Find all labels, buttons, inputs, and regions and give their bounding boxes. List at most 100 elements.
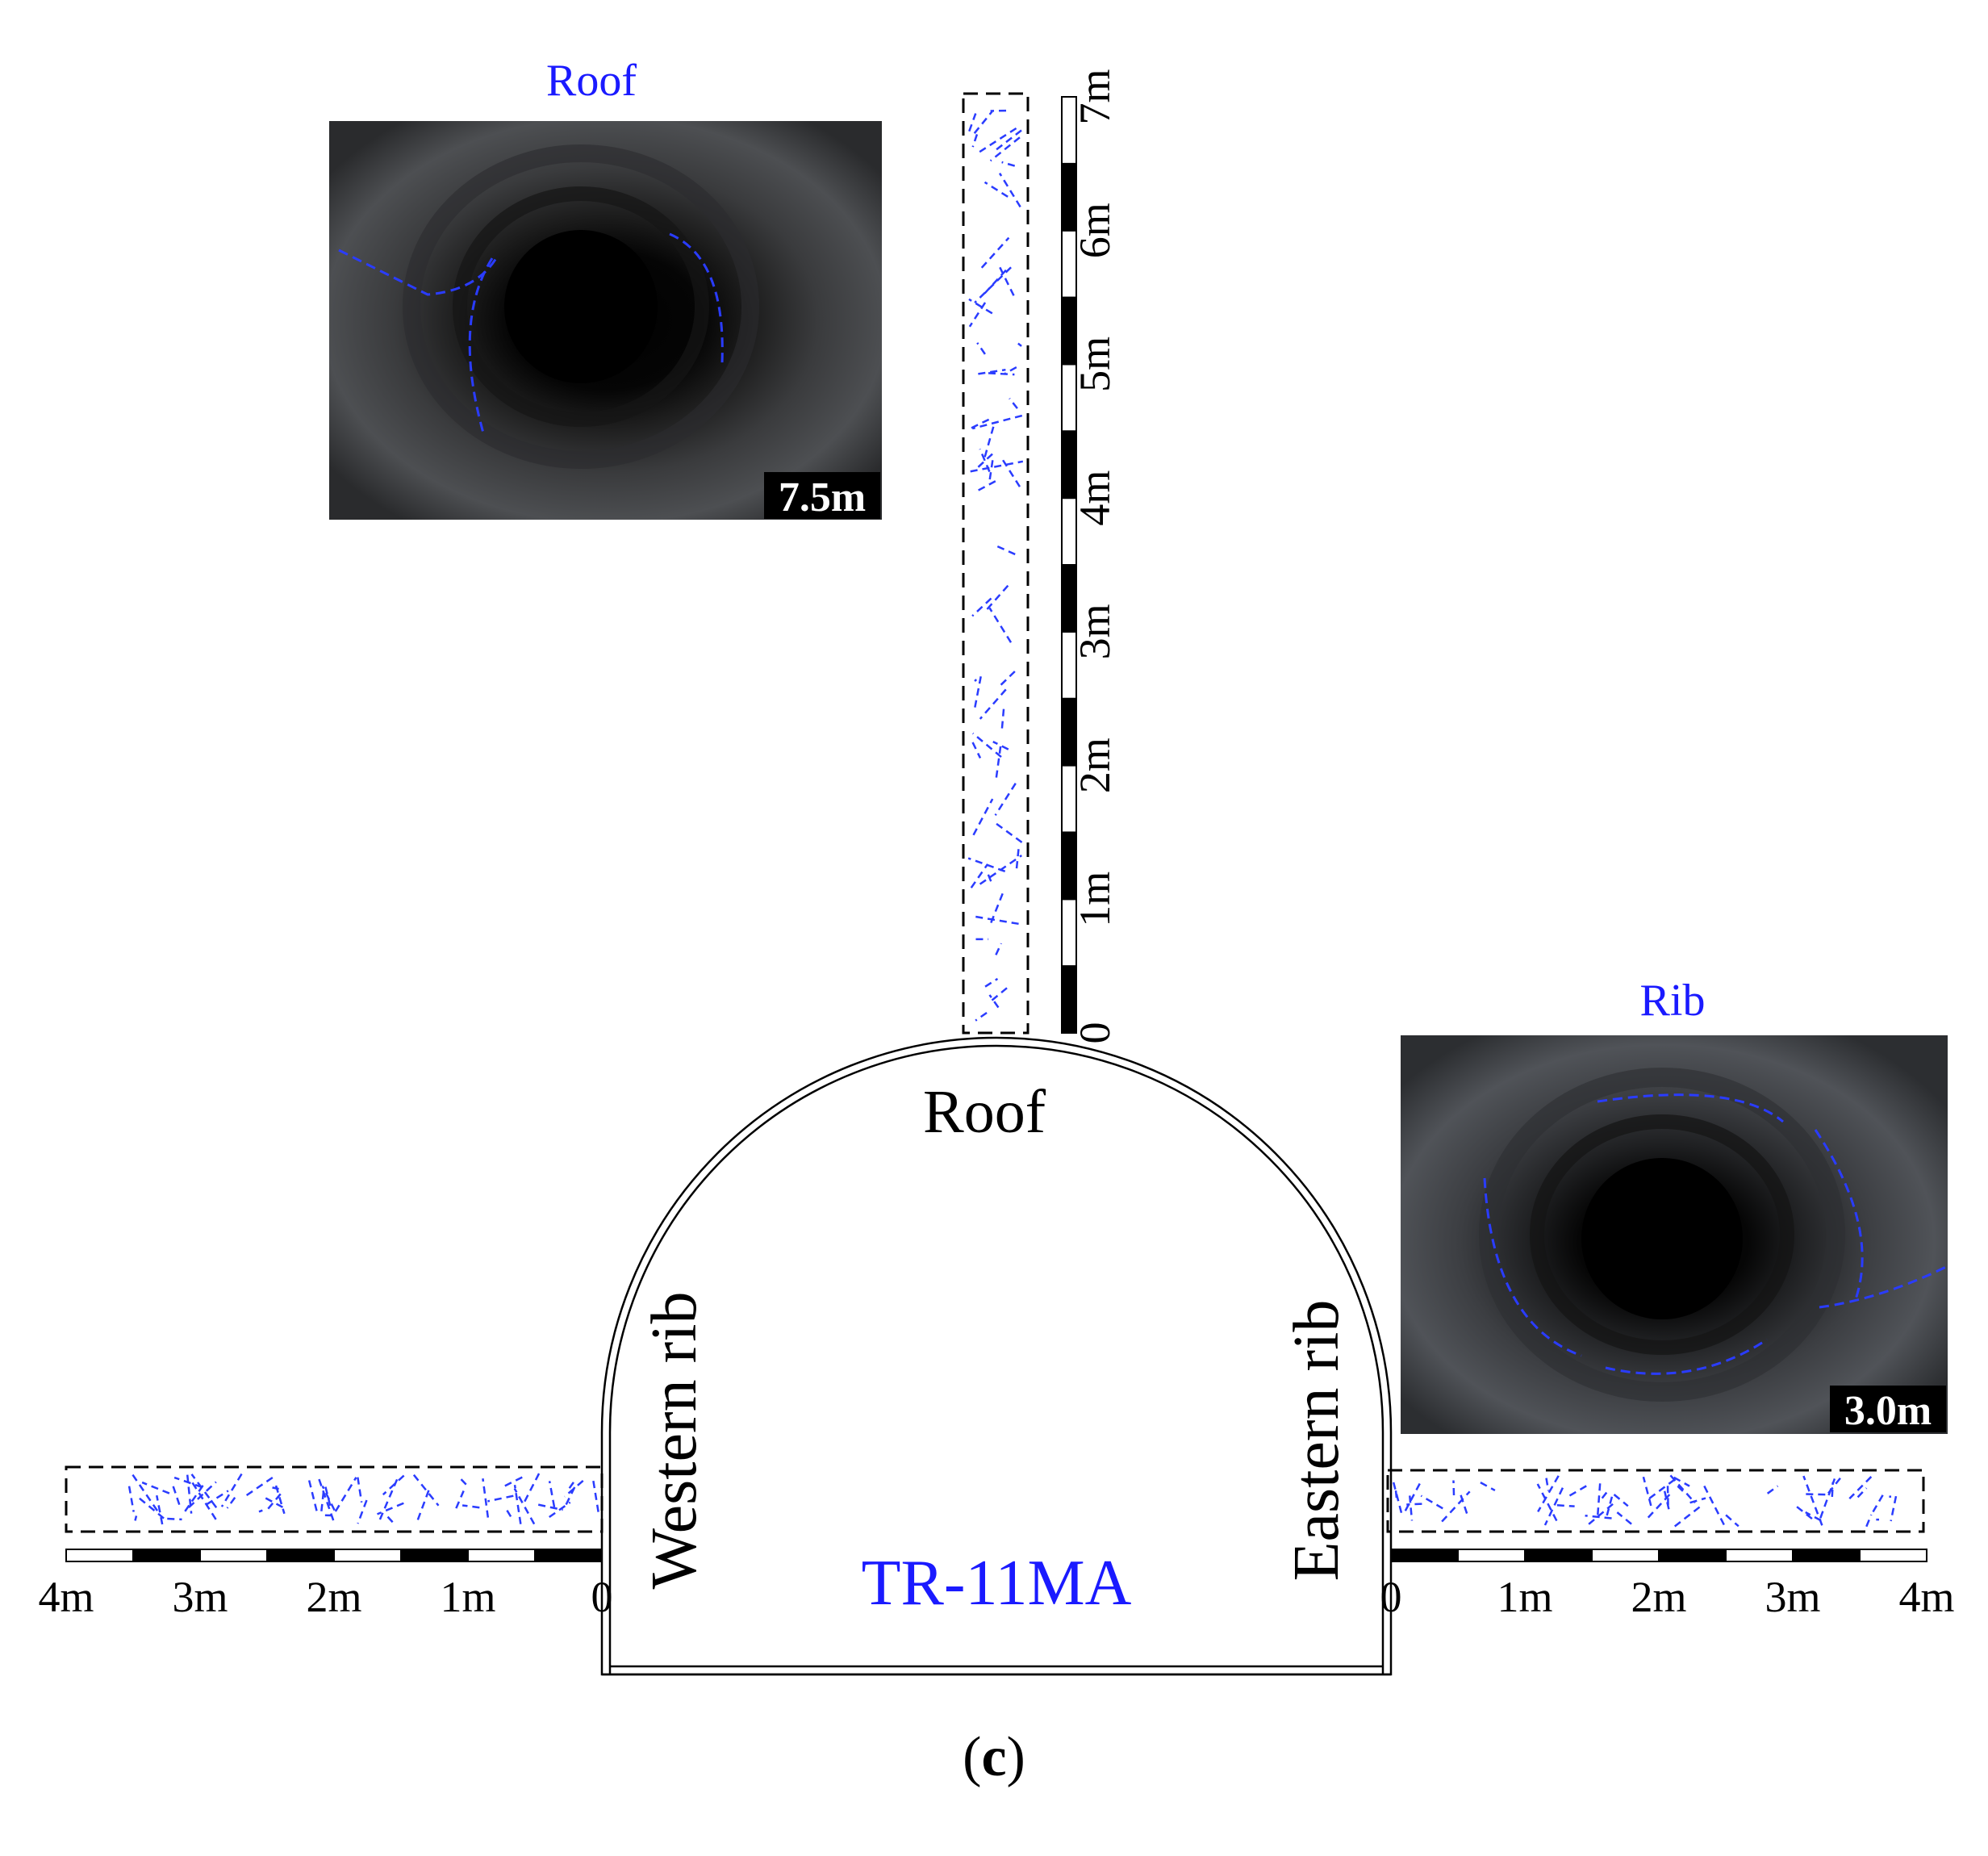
roof-crack-trace [979,448,991,473]
western-scale-tick-label: 4m [38,1573,94,1621]
eastern-crack-trace [1673,1482,1684,1492]
western-crack-trace [504,1507,512,1518]
eastern-scale-tick-label: 0 [1380,1573,1402,1621]
roof-crack-trace [982,426,995,462]
roof-crack-trace [981,269,1007,297]
eastern-crack-trace [1642,1476,1652,1507]
western-crack-trace [537,1503,563,1511]
roof-crack-trace [968,302,987,328]
western-crack-trace [307,1480,319,1515]
western-crack-trace [416,1486,432,1520]
eastern-scale-tick-label: 1m [1497,1573,1552,1621]
western-crack-trace [190,1474,218,1509]
roof-crack-trace [994,129,1022,152]
roof-scale-tick-label: 3m [1071,604,1119,659]
western-crack-trace [334,1477,357,1512]
western-scale-tick-label: 2m [306,1573,361,1621]
roof-photo-title: Roof [546,56,637,106]
eastern-crack-trace [1805,1511,1822,1522]
roof-crack-trace [978,127,1017,154]
rib-depth-badge-bg [1830,1386,1946,1432]
eastern-crack-trace [1663,1490,1670,1510]
eastern-crack-trace [1689,1497,1706,1504]
tunnel-cross-section: Roof TR-11MA Western rib Eastern rib [600,1036,1393,1676]
western-crack-trace [384,1513,394,1524]
eastern-crack-trace [1865,1514,1873,1528]
western-crack-trace [563,1479,584,1498]
eastern-crack-trace [1404,1482,1421,1511]
western-crack-trace [132,1474,161,1515]
roof-depth-badge: 7.5m [779,474,866,520]
roof-scale-tick-label: 4m [1071,470,1119,526]
roof-crack-trace [968,113,977,132]
roof-crack-trace [970,460,1024,473]
eastern-crack-trace [1831,1482,1834,1497]
roof-crack-trace [1015,849,1020,872]
western-crack-trace [318,1478,335,1521]
roof-crack-trace [972,798,994,836]
western-crack-trace [455,1490,465,1509]
roof-crack-trace [1001,161,1016,167]
western-scale-segment [534,1549,603,1562]
roof-crack-trace [988,994,1000,1009]
western-crack-trace [487,1494,514,1503]
eastern-crack-trace [1480,1482,1496,1492]
eastern-crack-trace [1545,1478,1550,1491]
eastern-crack-trace [1406,1503,1422,1506]
western-crack-trace [245,1476,274,1497]
eastern-scale-tick-label: 3m [1765,1573,1820,1621]
western-scale-segment [199,1549,268,1562]
roof-crack-trace [1017,342,1022,347]
roof-crack-trace [974,679,978,682]
eastern-crack-trace [1725,1514,1740,1528]
roof-crack-trace [987,874,994,887]
eastern-crack-trace [1872,1494,1884,1513]
roof-crack-trace [984,977,999,988]
roof-crack-trace [988,372,1015,376]
western-crack-trace [267,1492,282,1510]
eastern-scale-segment [1792,1549,1861,1562]
western-crack-trace [549,1501,571,1519]
roof-crack-trace [986,581,1012,610]
roof-crack-trace [988,460,994,482]
western-crack-trace [357,1477,363,1503]
western-crack-trace [171,1483,181,1506]
eastern-scale-segment [1524,1549,1593,1562]
eastern-crack-trace [1460,1494,1468,1514]
rib-depth-badge: 3.0m [1844,1388,1932,1434]
western-crack-trace [377,1502,404,1515]
eastern-crack-trace [1600,1491,1608,1501]
roof-crack-trace [995,746,1002,781]
roof-scale-segment [1061,96,1077,165]
eastern-crack-trace [1616,1511,1632,1525]
roof-crack-trace [978,368,1006,375]
western-crack-trace [127,1486,135,1512]
eastern-scale-segment [1725,1549,1794,1562]
western-scale-bar: 0 1m 2m 3m 4m [38,1549,613,1621]
roof-crack-trace [975,1011,988,1022]
western-crack-trace [189,1478,217,1520]
western-crack-trace [134,1515,138,1521]
western-crack-trace [382,1474,405,1496]
roof-scale-tick-label: 1m [1071,872,1119,927]
eastern-crack-trace [1669,1474,1696,1504]
western-crack-trace [457,1475,467,1486]
roof-crack-trace [978,479,1000,491]
western-crack-trace [220,1473,243,1507]
eastern-scale-segment [1457,1549,1526,1562]
western-scale-segment [333,1549,402,1562]
western-crack-trace [461,1504,480,1509]
western-crack-trace [357,1499,368,1524]
western-scale-segment [400,1549,469,1562]
western-crack-trace [324,1484,332,1507]
western-crack-trace [321,1486,336,1511]
eastern-crack-trace [1567,1485,1587,1498]
western-crack-trace [504,1475,524,1487]
roof-crack-trace [980,236,1010,269]
roof-crack-trace [970,863,989,888]
western-crack-trace [513,1488,536,1525]
eastern-crack-trace [1585,1514,1612,1519]
eastern-scale-segment [1658,1549,1727,1562]
roof-borehole-log [962,92,1030,1035]
eastern-rib-borehole-log [1386,1469,1925,1533]
